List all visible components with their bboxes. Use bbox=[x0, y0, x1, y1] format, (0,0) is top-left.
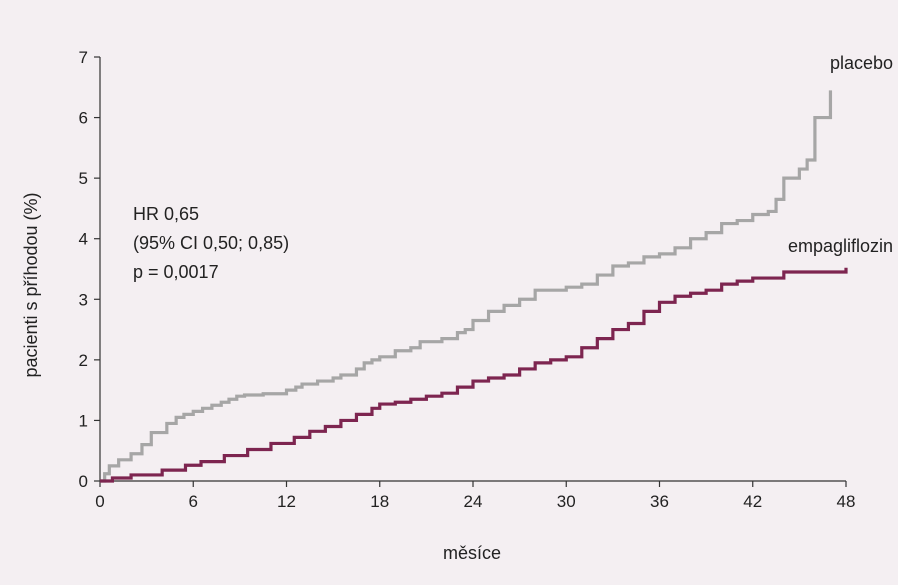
annotation-p: p = 0,0017 bbox=[133, 262, 219, 282]
x-tick-label: 42 bbox=[743, 492, 762, 511]
y-tick-label: 3 bbox=[79, 290, 88, 309]
y-tick-label: 5 bbox=[79, 169, 88, 188]
x-tick-label: 36 bbox=[650, 492, 669, 511]
x-ticks: 0 6 12 18 24 30 36 42 48 bbox=[95, 481, 855, 511]
y-tick-label: 6 bbox=[79, 109, 88, 128]
x-tick-label: 24 bbox=[464, 492, 483, 511]
y-tick-label: 7 bbox=[79, 48, 88, 67]
y-tick-label: 1 bbox=[79, 411, 88, 430]
hazard-ratio-annotation: HR 0,65 (95% CI 0,50; 0,85) p = 0,0017 bbox=[133, 204, 289, 282]
series-label-placebo: placebo bbox=[830, 53, 893, 73]
x-tick-label: 48 bbox=[837, 492, 856, 511]
x-tick-label: 30 bbox=[557, 492, 576, 511]
series-lines bbox=[100, 90, 848, 483]
series-line-empagliflozin bbox=[100, 267, 848, 483]
x-tick-label: 6 bbox=[189, 492, 198, 511]
x-axis-title: měsíce bbox=[443, 543, 501, 563]
y-tick-label: 4 bbox=[79, 230, 88, 249]
annotation-ci: (95% CI 0,50; 0,85) bbox=[133, 233, 289, 253]
x-tick-label: 12 bbox=[277, 492, 296, 511]
annotation-hr: HR 0,65 bbox=[133, 204, 199, 224]
y-tick-label: 0 bbox=[79, 472, 88, 491]
x-tick-label: 0 bbox=[95, 492, 104, 511]
series-labels: placebo empagliflozin bbox=[788, 53, 893, 256]
series-line-placebo bbox=[100, 90, 833, 483]
series-label-empagliflozin: empagliflozin bbox=[788, 236, 893, 256]
x-tick-label: 18 bbox=[370, 492, 389, 511]
y-tick-label: 2 bbox=[79, 351, 88, 370]
y-ticks: 0 1 2 3 4 5 6 7 bbox=[79, 48, 100, 491]
y-axis-title: pacienti s příhodou (%) bbox=[21, 192, 41, 377]
